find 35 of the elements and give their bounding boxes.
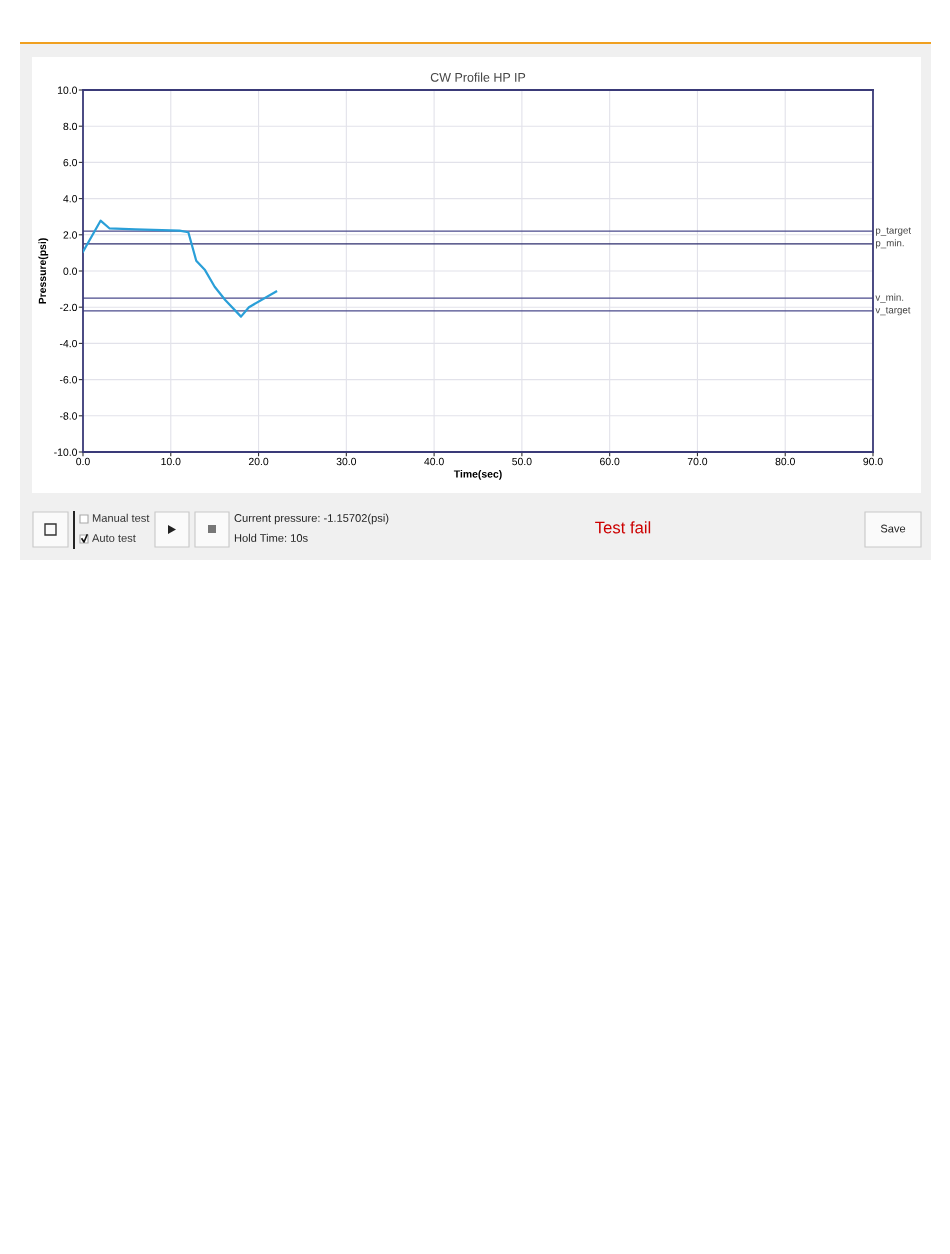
y-tick-label: -10.0 <box>54 448 78 456</box>
y-tick-label: -8.0 <box>59 412 78 420</box>
y-tick-label: 10.0 <box>57 86 78 94</box>
y-tick-label: 0.0 <box>63 267 78 275</box>
y-tick-label: 8.0 <box>63 122 78 131</box>
ref-line-label: p_min. <box>876 239 904 249</box>
x-tick-label: 30.0 <box>336 457 357 466</box>
x-tick-label: 10.0 <box>161 457 181 466</box>
x-tick-label: 90.0 <box>863 457 883 466</box>
text: Test fail <box>595 521 651 534</box>
text: Hold Time: 10s <box>234 533 308 542</box>
chart-title: CW Profile HP IP <box>430 72 526 82</box>
text: Auto test <box>92 534 136 542</box>
y-tick-label: -2.0 <box>59 303 78 312</box>
y-tick-label: 6.0 <box>63 158 78 167</box>
text: Current pressure: -1.15702(psi) <box>234 513 389 525</box>
x-tick-label: 40.0 <box>424 457 444 466</box>
text: Manual test <box>92 513 150 522</box>
y-tick-label: 2.0 <box>63 231 78 239</box>
x-tick-label: 0.0 <box>76 457 90 466</box>
y-axis-title: Pressure(psi) <box>38 238 49 304</box>
ref-line-label: p_target <box>876 227 911 236</box>
ref-line-label: v_min. <box>875 293 904 303</box>
x-tick-label: 20.0 <box>248 457 269 466</box>
y-tick-label: 4.0 <box>63 195 78 203</box>
x-tick-label: 70.0 <box>687 457 708 466</box>
x-tick-label: 50.0 <box>512 457 532 466</box>
ref-line-label: v_target <box>875 307 911 316</box>
text: Save <box>880 524 906 533</box>
x-tick-label: 80.0 <box>775 457 795 466</box>
y-tick-label: -6.0 <box>59 376 78 384</box>
y-tick-label: -4.0 <box>59 339 78 348</box>
x-tick-label: 60.0 <box>600 457 620 466</box>
x-axis-title: Time(sec) <box>453 470 502 480</box>
line-series <box>83 219 278 318</box>
